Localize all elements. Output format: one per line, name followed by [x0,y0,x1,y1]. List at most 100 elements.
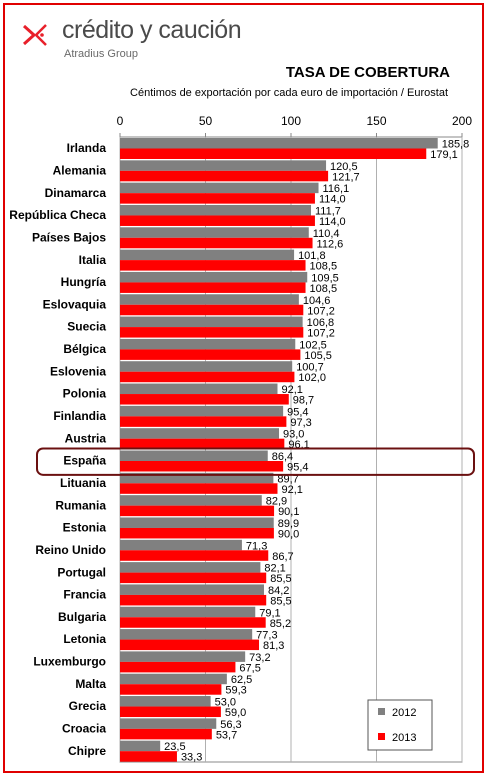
chart-subtitle: Céntimos de exportación por cada euro de… [130,87,448,99]
bar-2013 [120,550,269,561]
data-label: 59,3 [225,685,246,697]
bar-2012 [120,606,256,618]
bar-2012 [120,428,280,439]
bar-2013 [120,684,222,695]
bar-2013 [120,416,287,427]
bar-2013 [120,148,427,159]
data-label: 33,3 [181,752,202,764]
data-label: 104,6 [303,295,331,307]
data-label: 101,8 [298,250,326,262]
data-label: 95,4 [287,406,308,418]
bar-2012 [120,696,211,707]
data-label: 114,0 [319,216,346,228]
data-label: 179,1 [430,149,458,161]
data-label: 53,0 [215,697,236,709]
x-tick-label: 200 [452,114,472,128]
data-label: 120,5 [330,161,358,173]
data-label: 112,6 [317,238,344,250]
data-label: 90,1 [278,506,299,518]
highlight-box-espana [36,447,475,476]
data-label: 106,8 [307,317,335,329]
bar-2013 [120,170,329,182]
bar-2012 [120,584,264,595]
data-label: 100,7 [296,362,324,374]
data-label: 85,2 [270,618,291,630]
brand-group: Atradius Group [64,48,138,60]
bar-2012 [120,204,312,216]
x-tick-label: 50 [199,114,213,128]
data-label: 85,5 [270,573,291,585]
bar-2012 [120,517,274,528]
bar-2013 [120,572,267,584]
data-label: 56,3 [220,719,241,731]
category-label: Rumania [55,498,106,512]
category-label: Países Bajos [32,230,106,244]
bar-2012 [120,383,278,395]
category-label: República Checa [9,208,106,222]
data-label: 92,1 [281,484,302,496]
data-label: 105,5 [304,350,332,362]
bar-2012 [120,629,253,640]
data-label: 71,3 [246,540,267,552]
bar-2013 [120,349,301,360]
data-label: 97,3 [290,417,311,429]
data-label: 82,1 [264,563,285,575]
data-label: 107,2 [307,305,335,317]
data-label: 185,8 [442,139,470,151]
category-label: Eslovenia [50,364,106,378]
bar-2012 [120,182,319,194]
category-label: Malta [75,677,106,691]
bar-2012 [120,562,261,573]
category-label: Austria [65,431,107,445]
category-label: Chipre [68,744,106,758]
bar-2012 [120,718,217,729]
data-label: 90,0 [278,528,299,540]
data-label: 109,5 [311,272,339,284]
data-label: 53,7 [216,729,237,741]
brand-name: crédito y caución [62,16,242,44]
category-label: Suecia [67,320,106,334]
legend-label-2013: 2013 [392,732,416,744]
category-label: Irlanda [67,141,107,155]
bar-2012 [120,651,246,662]
category-label: Estonia [63,521,107,535]
category-label: Grecia [69,699,107,713]
data-label: 102,0 [298,372,326,384]
x-tick-label: 100 [281,114,301,128]
bar-2012 [120,271,308,283]
data-label: 23,5 [164,741,185,753]
data-label: 86,7 [272,551,293,563]
data-label: 77,3 [256,630,277,642]
bar-2013 [120,706,221,718]
data-label: 81,3 [263,640,284,652]
data-label: 110,4 [313,228,340,240]
x-tick-label: 0 [117,114,124,128]
category-label: Finlandia [53,409,106,423]
data-label: 102,5 [299,339,327,351]
data-label: 62,5 [231,674,252,686]
legend-label-2012: 2012 [392,707,416,719]
data-label: 93,0 [283,429,304,441]
category-label: Hungría [61,275,107,289]
bar-2013 [120,594,267,606]
data-label: 73,2 [249,652,270,664]
bar-2013 [120,193,315,204]
data-label: 121,7 [332,171,360,183]
bar-2012 [120,673,227,685]
bar-2013 [120,483,278,494]
bar-2012 [120,361,293,372]
data-label: 84,2 [268,585,289,597]
bar-2013 [120,371,295,383]
data-label: 85,5 [270,595,291,607]
bar-2013 [120,527,274,539]
legend-swatch-2012 [378,708,385,715]
data-label: 89,7 [277,473,298,485]
bar-2013 [120,215,315,226]
bar-2012 [120,405,284,417]
category-label: Portugal [57,565,106,579]
bar-2013 [120,505,275,517]
legend-swatch-2013 [378,733,385,740]
bar-2013 [120,661,236,673]
data-label: 98,7 [293,395,314,407]
